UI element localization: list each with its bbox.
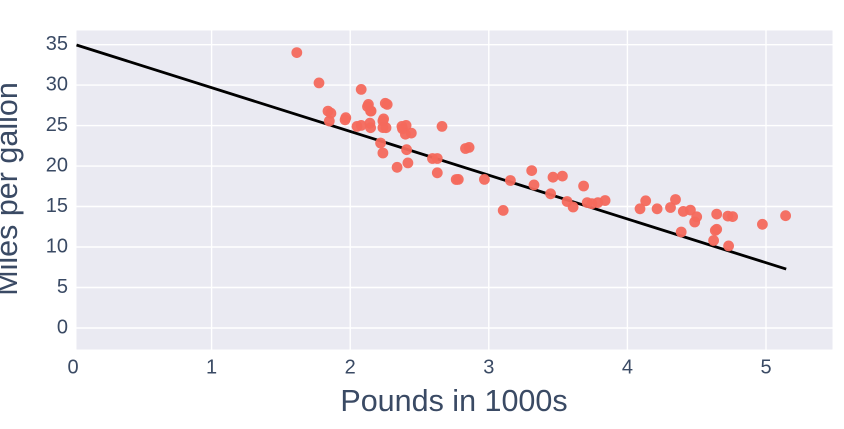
svg-text:15: 15 [46, 195, 68, 217]
svg-text:0: 0 [67, 357, 78, 379]
svg-text:10: 10 [46, 235, 68, 257]
svg-text:35: 35 [46, 33, 68, 55]
svg-text:2: 2 [345, 357, 356, 379]
svg-text:3: 3 [483, 357, 494, 379]
svg-text:5: 5 [760, 357, 771, 379]
svg-text:20: 20 [46, 154, 68, 176]
svg-text:Pounds in 1000s: Pounds in 1000s [340, 384, 567, 418]
svg-text:1: 1 [206, 357, 217, 379]
svg-text:0: 0 [57, 316, 68, 338]
svg-text:4: 4 [622, 357, 633, 379]
svg-text:30: 30 [46, 73, 68, 95]
svg-text:Miles per gallon: Miles per gallon [0, 82, 24, 296]
svg-text:25: 25 [46, 114, 68, 136]
svg-text:5: 5 [57, 276, 68, 298]
